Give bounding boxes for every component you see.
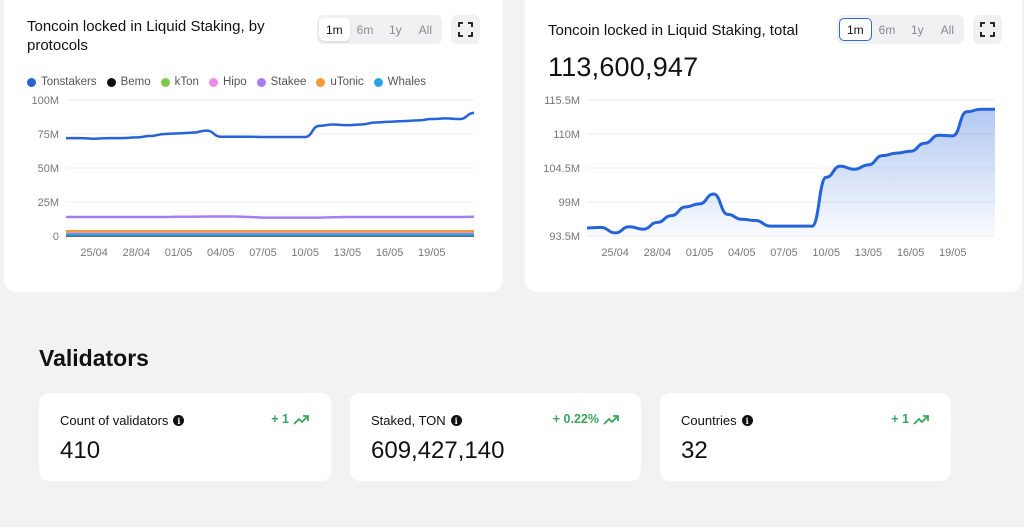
legend-item-kton[interactable]: kTon [160, 76, 199, 88]
y-tick-label: 115.5M [544, 95, 580, 107]
total-value: 113,600,947 [548, 52, 699, 82]
legend-item-utonic[interactable]: uTonic [316, 76, 364, 88]
legend-label: uTonic [330, 76, 364, 88]
legend-dot [373, 77, 383, 87]
period-6m-button[interactable]: 6m [878, 22, 896, 37]
legend-item-hipo[interactable]: Hipo [208, 76, 247, 88]
period-all-button[interactable]: All [418, 22, 433, 37]
x-tick-label: 25/04 [80, 247, 108, 259]
y-tick-label: 50M [38, 163, 59, 175]
x-tick-label: 10/05 [291, 247, 319, 259]
stat-value: 410 [60, 437, 101, 464]
expand-icon [458, 22, 473, 37]
legend-dot [160, 77, 170, 87]
chart-legend: Tonstakers Bemo kTon Hipo Stakee uTonic Whales [27, 76, 426, 88]
info-icon[interactable]: i [173, 415, 185, 426]
stat-value: 32 [681, 437, 708, 464]
y-tick-label: 104.5M [543, 163, 580, 175]
legend-label: kTon [174, 76, 199, 88]
legend-item-tonstakers[interactable]: Tonstakers [27, 76, 97, 88]
stat-card-validators: Count of validators i + 1 410 [39, 393, 331, 481]
stat-label: Staked, TON [371, 413, 446, 428]
legend-label: Stakee [270, 76, 307, 88]
legend-label: Bemo [120, 76, 151, 88]
legend-label: Hipo [222, 76, 247, 88]
legend-dot [27, 77, 36, 87]
x-tick-label: 01/05 [165, 247, 193, 259]
trend-up-icon [913, 414, 929, 425]
y-tick-label: 99M [559, 197, 580, 209]
stat-card-staked: Staked, TON i + 0.22% 609,427,140 [350, 393, 641, 481]
x-tick-label: 07/05 [770, 247, 798, 259]
x-tick-label: 19/05 [939, 247, 967, 259]
legend-item-stakee[interactable]: Stakee [256, 76, 307, 88]
x-tick-label: 16/05 [897, 247, 925, 259]
stat-delta: + 0.22% [553, 412, 620, 426]
stat-delta: + 1 [271, 412, 310, 426]
expand-button[interactable] [451, 15, 480, 44]
x-tick-label: 04/05 [207, 247, 235, 259]
series-area [587, 109, 995, 236]
y-tick-label: 0 [53, 231, 59, 243]
x-tick-label: 28/04 [644, 247, 672, 259]
series-line-total [586, 107, 995, 235]
period-1m-button[interactable]: 1m [839, 18, 872, 41]
period-all-button[interactable]: All [940, 22, 955, 37]
series-line-stakee [66, 215, 475, 219]
expand-icon [980, 22, 995, 37]
x-tick-label: 28/04 [123, 247, 151, 259]
y-tick-label: 75M [38, 129, 59, 141]
period-6m-button[interactable]: 6m [356, 22, 374, 37]
x-tick-label: 19/05 [418, 247, 446, 259]
y-tick-label: 25M [38, 197, 59, 209]
trend-up-icon [603, 414, 619, 425]
trend-up-icon [293, 414, 309, 425]
info-icon[interactable]: i [741, 415, 753, 426]
x-tick-label: 01/05 [686, 247, 714, 259]
validators-heading: Validators [39, 345, 149, 371]
legend-dot [208, 77, 218, 87]
protocols-chart-card: Toncoin locked in Liquid Staking, by pro… [4, 0, 503, 292]
period-1y-button[interactable]: 1y [389, 22, 402, 37]
x-tick-label: 04/05 [728, 247, 756, 259]
protocols-chart-title: Toncoin locked in Liquid Staking, by pro… [27, 18, 265, 54]
stat-card-countries: Countries i + 1 32 [660, 393, 951, 481]
stat-value: 609,427,140 [371, 437, 505, 464]
stat-delta: + 1 [891, 412, 930, 426]
series-line-tonstakers [65, 111, 475, 141]
legend-label: Tonstakers [41, 76, 97, 88]
stat-label: Countries [681, 413, 737, 428]
legend-dot [316, 77, 326, 87]
y-tick-label: 110M [553, 129, 580, 141]
x-tick-label: 25/04 [601, 247, 629, 259]
period-selector-total: 1m 6m 1y All [837, 15, 965, 44]
x-tick-label: 10/05 [812, 247, 840, 259]
stat-label: Count of validators [60, 413, 169, 428]
period-1m-button[interactable]: 1m [319, 18, 350, 41]
info-icon[interactable]: i [450, 415, 462, 426]
expand-button[interactable] [973, 15, 1002, 44]
x-tick-label: 16/05 [376, 247, 404, 259]
x-tick-label: 13/05 [334, 247, 362, 259]
total-area-chart: 93.5M 99M 104.5M 110M 115.5M 25/04 28/04 01/05 0… [543, 95, 995, 259]
legend-dot [256, 77, 266, 87]
legend-dot [106, 77, 116, 87]
legend-label: Whales [387, 76, 427, 88]
x-tick-label: 13/05 [855, 247, 883, 259]
y-tick-label: 93.5M [549, 231, 580, 243]
period-selector-protocols: 1m 6m 1y All [317, 15, 443, 44]
y-tick-label: 100M [31, 95, 59, 107]
total-chart-title: Toncoin locked in Liquid Staking, total [548, 22, 799, 39]
legend-item-whales[interactable]: Whales [373, 76, 427, 88]
legend-item-bemo[interactable]: Bemo [106, 76, 151, 88]
protocols-line-chart: 0 25M 50M 75M 100M 25/04 28/04 01/05 04/05 07/05 1… [31, 95, 475, 259]
x-tick-label: 07/05 [249, 247, 277, 259]
period-1y-button[interactable]: 1y [911, 22, 924, 37]
total-chart-card: Toncoin locked in Liquid Staking, total … [525, 0, 1022, 292]
